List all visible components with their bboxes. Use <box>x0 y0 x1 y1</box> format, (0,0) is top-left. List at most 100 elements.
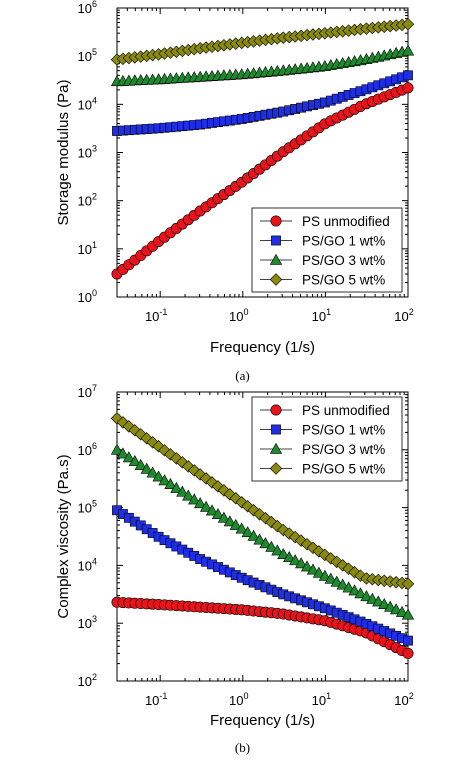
y-tick-label: 100 <box>78 288 97 305</box>
data-point <box>146 466 159 478</box>
data-point <box>193 468 207 481</box>
data-point <box>128 424 142 437</box>
series-ps-unmodified <box>111 596 414 659</box>
data-point <box>235 522 248 534</box>
legend-label: PS/GO 3 wt% <box>302 253 385 268</box>
data-point <box>182 460 195 473</box>
data-point <box>300 560 314 572</box>
data-point <box>402 82 414 94</box>
data-point <box>342 581 355 593</box>
y-tick-label: 102 <box>78 192 97 209</box>
y-tick-label: 103 <box>78 614 97 631</box>
series-ps-unmodified <box>111 82 414 280</box>
data-point <box>271 544 284 556</box>
data-point <box>403 635 413 646</box>
data-point <box>289 554 302 566</box>
x-tick-label: 100 <box>229 691 248 708</box>
data-point <box>122 451 135 463</box>
data-point <box>401 18 415 31</box>
legend-marker <box>269 253 283 265</box>
y-tick-label: 106 <box>78 0 97 16</box>
data-point <box>330 575 343 587</box>
data-point <box>283 551 296 563</box>
data-point <box>199 472 213 485</box>
legend-label: PS unmodified <box>302 403 390 418</box>
legend-label: PS/GO 3 wt% <box>302 442 385 457</box>
data-point <box>235 496 248 509</box>
plot-frame <box>116 391 409 682</box>
data-point <box>170 481 183 493</box>
series-ps-go-1-wt- <box>112 70 413 136</box>
legend: PS unmodified PS/GO 1 wt% PS/GO 3 wt% PS/GO… <box>251 207 403 293</box>
data-point <box>354 587 367 599</box>
data-point <box>241 526 254 538</box>
x-axis-label: Frequency (1/s) <box>210 712 315 729</box>
series-ps-go-5-wt- <box>110 412 415 591</box>
data-point <box>128 455 141 467</box>
chart-storage-modulus: 10-1 100 101 102 100 101 102 103 104 105 106 Freque… <box>55 0 415 383</box>
data-point <box>306 541 320 555</box>
data-point <box>247 529 260 541</box>
legend-marker <box>271 235 281 246</box>
data-point <box>336 578 349 590</box>
data-point <box>164 448 177 461</box>
data-point <box>324 572 337 584</box>
x-tick-label: 10-1 <box>145 307 167 324</box>
data-point <box>253 507 266 521</box>
data-point <box>194 497 207 509</box>
figure-caption: (b) <box>235 740 250 755</box>
data-point <box>384 600 397 612</box>
y-tick-label: 103 <box>78 144 97 161</box>
legend-marker <box>270 215 282 227</box>
data-point <box>140 432 153 445</box>
data-point <box>318 569 331 581</box>
data-point <box>277 547 290 559</box>
data-point <box>116 447 130 459</box>
data-point <box>294 557 308 569</box>
data-point <box>110 443 124 455</box>
data-point <box>318 548 332 562</box>
data-point <box>158 474 171 486</box>
data-point <box>402 647 414 659</box>
data-point <box>205 504 219 516</box>
data-point <box>401 608 415 620</box>
series-ps-go-3-wt- <box>110 443 415 620</box>
x-tick-label: 102 <box>394 307 413 324</box>
data-point <box>360 590 373 602</box>
data-point <box>205 476 219 489</box>
y-tick-label: 105 <box>78 499 97 516</box>
chart-complex-viscosity: 10-1 100 101 102 102 103 104 105 106 107 Frequency… <box>55 383 415 755</box>
figure-caption: (a) <box>235 368 249 383</box>
data-point <box>403 70 413 81</box>
data-point <box>372 595 385 607</box>
y-tick-label: 104 <box>78 556 97 573</box>
data-point <box>223 515 236 527</box>
data-point <box>265 540 278 552</box>
y-tick-label: 101 <box>78 240 97 257</box>
legend-marker <box>269 273 283 286</box>
data-point <box>170 452 183 465</box>
data-point <box>134 428 147 441</box>
data-point <box>187 464 201 477</box>
data-point <box>348 584 361 596</box>
data-point <box>164 478 177 490</box>
data-point <box>176 485 189 497</box>
data-point <box>182 489 195 501</box>
data-point <box>312 566 326 578</box>
legend-marker <box>271 424 281 435</box>
data-point <box>152 440 165 453</box>
series-ps-go-5-wt- <box>110 18 415 66</box>
series-ps-go-3-wt- <box>110 44 415 87</box>
data-point <box>259 537 272 549</box>
data-point <box>229 518 242 530</box>
y-tick-label: 107 <box>78 383 97 400</box>
y-tick-label: 106 <box>78 441 97 458</box>
legend-label: PS/GO 1 wt% <box>302 423 385 438</box>
data-point <box>217 511 231 523</box>
data-point <box>140 462 153 474</box>
x-tick-label: 101 <box>312 307 331 324</box>
legend-label: PS/GO 5 wt% <box>302 273 385 288</box>
data-point <box>146 436 159 449</box>
legend-label: PS unmodified <box>302 214 390 229</box>
